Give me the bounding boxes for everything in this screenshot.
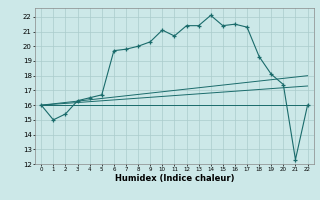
X-axis label: Humidex (Indice chaleur): Humidex (Indice chaleur) — [115, 174, 234, 183]
